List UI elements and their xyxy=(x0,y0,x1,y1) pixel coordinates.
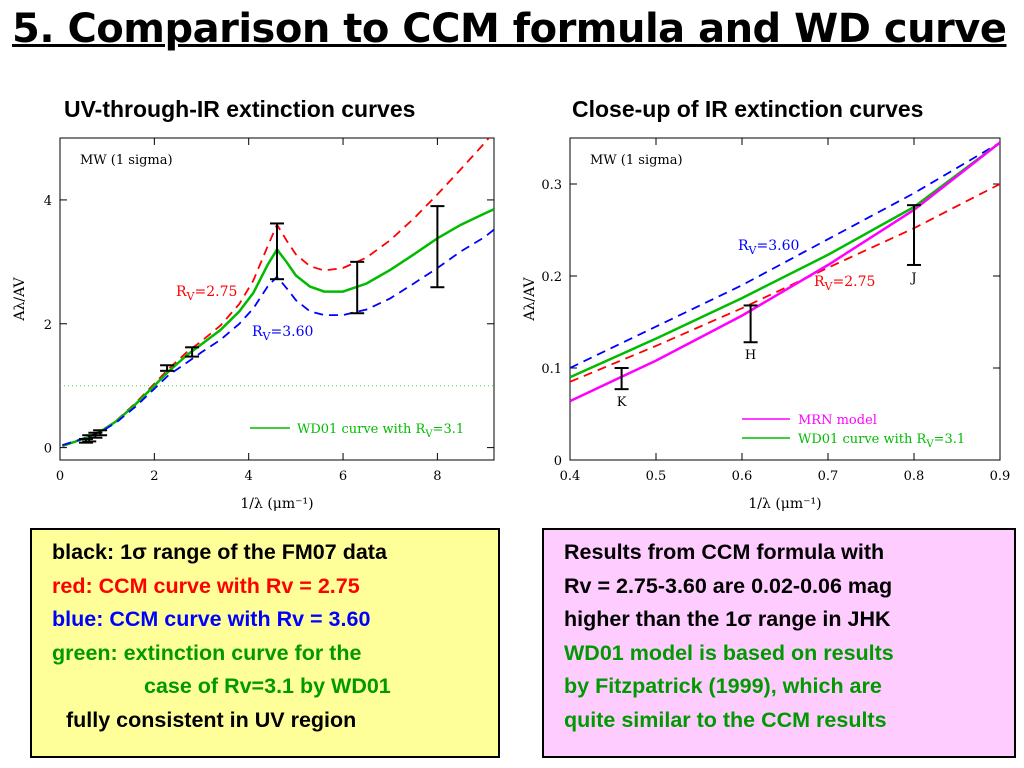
legend-mrn-label: MRN model xyxy=(798,413,877,428)
right-chart-heading: Close-up of IR extinction curves xyxy=(572,96,924,122)
x-tick-label: 0.8 xyxy=(904,469,925,484)
x-tick-label: 2 xyxy=(150,469,158,484)
label-rv-360: RV=3.60 xyxy=(252,324,313,343)
plot-frame xyxy=(569,137,1001,461)
chart-annotation: MW (1 sigma) xyxy=(590,153,683,168)
result-line-2: Rv = 2.75-3.60 are 0.02-0.06 mag xyxy=(564,573,893,598)
x-tick-label: 0.9 xyxy=(990,469,1011,484)
x-tick-label: 0.6 xyxy=(732,469,753,484)
label-rv-275: RV=2.75 xyxy=(176,284,237,303)
x-tick-label: 0.4 xyxy=(560,469,581,484)
y-tick-label: 0.3 xyxy=(541,178,562,193)
legend-wd01-label: WD01 curve with RV=3.1 xyxy=(798,432,965,450)
x-tick-label: 0.5 xyxy=(646,469,667,484)
series-line xyxy=(62,208,494,447)
left-chart-heading: UV-through-IR extinction curves xyxy=(64,96,416,122)
label-rv-275: RV=2.75 xyxy=(814,274,875,293)
result-line-4: WD01 model is based on results xyxy=(564,640,894,665)
ir-closeup-extinction-chart: 0.4 0.5 0.6 0.7 0.8 0.9 0 0.1 0.2 0.3 1/λ (μm⁻¹) Aλ… xyxy=(522,137,1011,512)
result-line-6: quite similar to the CCM results xyxy=(564,707,887,732)
note-green-line: green: extinction curve for the xyxy=(52,640,362,665)
slide-title: 5. Comparison to CCM formula and WD curv… xyxy=(12,6,1007,52)
x-tick-label: 6 xyxy=(339,469,347,484)
result-line-3: higher than the 1σ range in JHK xyxy=(564,607,891,631)
band-label: K xyxy=(617,395,627,410)
plot-area xyxy=(60,138,494,448)
legend-wd01-label: WD01 curve with RV=3.1 xyxy=(297,422,464,440)
uv-ir-extinction-chart: 0 2 4 6 8 0 2 4 1/λ (μm⁻¹) Aλ/AV MW (1 sigma) RV=2.… xyxy=(12,137,495,512)
y-tick-label: 0.2 xyxy=(541,270,562,285)
band-label: J xyxy=(909,271,916,286)
y-tick-label: 0 xyxy=(44,442,52,457)
note-black-line: black: 1σ range of the FM07 data xyxy=(52,540,387,564)
x-tick-label: 0.7 xyxy=(818,469,839,484)
plot-area xyxy=(570,141,1000,403)
result-line-5: by Fitzpatrick (1999), which are xyxy=(564,674,882,698)
x-tick-label: 4 xyxy=(245,469,253,484)
result-line-1: Results from CCM formula with xyxy=(564,540,885,564)
x-tick-label: 8 xyxy=(433,469,441,484)
series-line xyxy=(570,141,1000,369)
y-tick-label: 4 xyxy=(44,194,52,209)
y-tick-label: 0 xyxy=(554,454,562,469)
note-red-line: red: CCM curve with Rv = 2.75 xyxy=(52,573,360,598)
series-line xyxy=(570,183,1000,383)
note-conclusion-line: fully consistent in UV region xyxy=(66,707,357,732)
x-axis-label: 1/λ (μm⁻¹) xyxy=(748,496,821,512)
series-line xyxy=(570,141,1000,379)
right-results-box: Results from CCM formula with Rv = 2.75-… xyxy=(542,528,1016,758)
x-tick-label: 0 xyxy=(56,469,64,484)
y-tick-label: 2 xyxy=(44,318,52,333)
chart-annotation: MW (1 sigma) xyxy=(80,153,173,168)
series-line xyxy=(62,228,494,446)
series-line xyxy=(62,138,490,448)
note-blue-line: blue: CCM curve with Rv = 3.60 xyxy=(52,607,371,631)
band-label: H xyxy=(745,348,756,363)
note-green-line-continued: case of Rv=3.1 by WD01 xyxy=(144,674,391,698)
plot-frame xyxy=(59,137,495,461)
y-axis-label: Aλ/AV xyxy=(522,277,538,322)
y-tick-label: 0.1 xyxy=(541,362,562,377)
label-rv-360: RV=3.60 xyxy=(738,238,799,257)
x-axis-label: 1/λ (μm⁻¹) xyxy=(240,496,313,512)
y-axis-label: Aλ/AV xyxy=(12,277,28,322)
series-line xyxy=(570,141,1000,403)
left-legend-notes-box: black: 1σ range of the FM07 data red: CC… xyxy=(30,528,500,758)
